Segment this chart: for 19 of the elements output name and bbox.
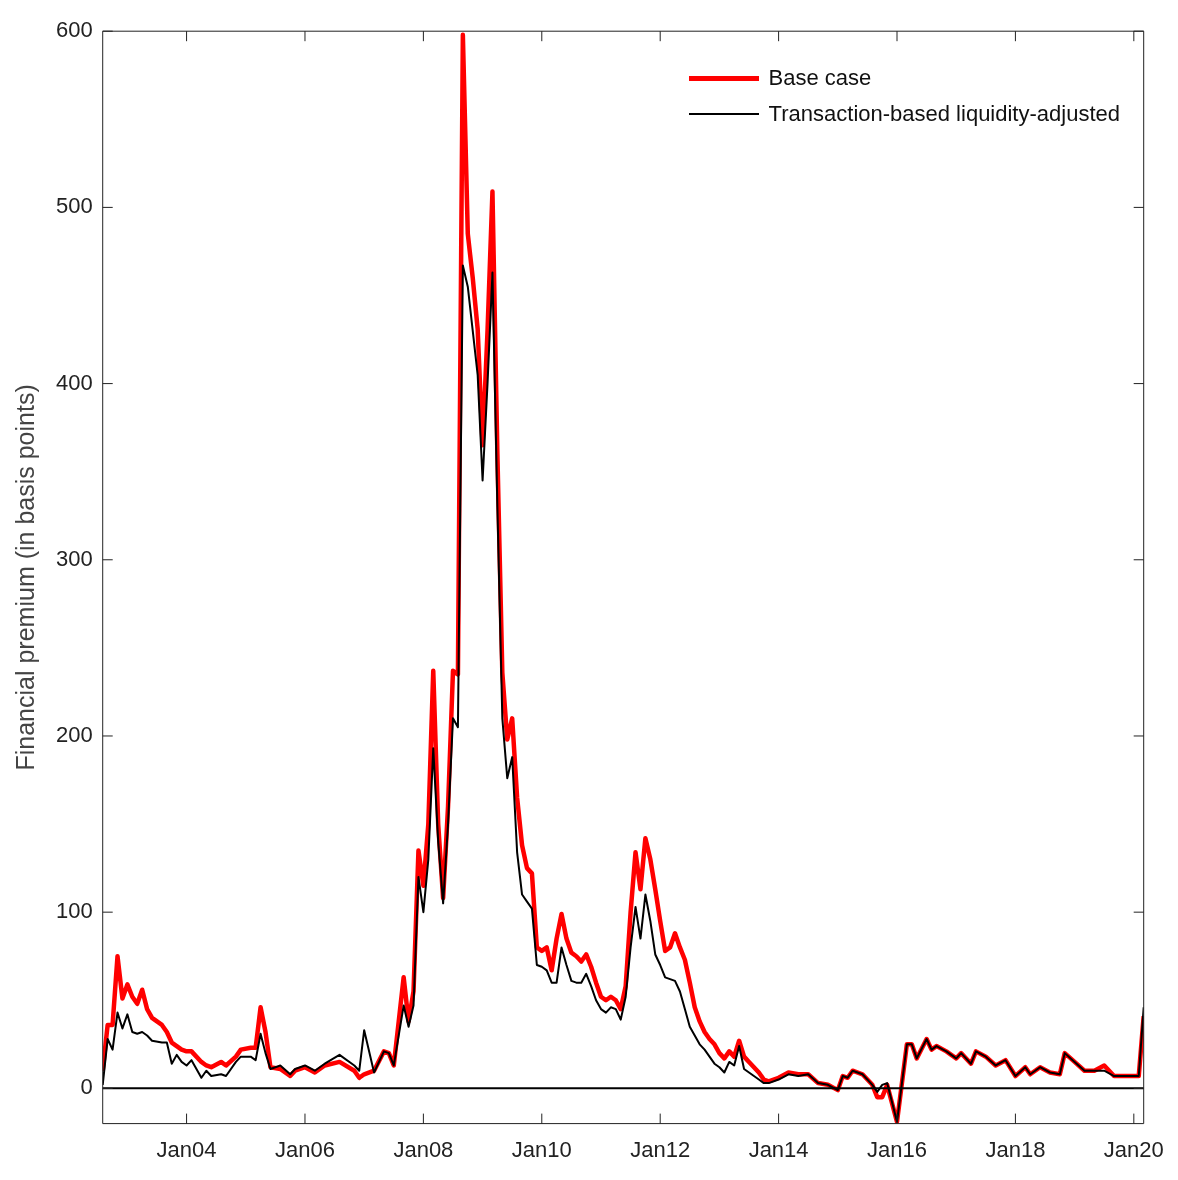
x-tick-label: Jan08 xyxy=(393,1136,454,1162)
y-tick-label: 100 xyxy=(55,898,93,924)
legend-label: Transaction-based liquidity-adjusted xyxy=(768,101,1120,127)
x-tick-label: Jan04 xyxy=(156,1136,217,1162)
x-tick-label: Jan12 xyxy=(630,1136,691,1162)
y-tick-label: 600 xyxy=(55,17,93,43)
x-tick-label: Jan06 xyxy=(275,1136,335,1162)
x-tick-label: Jan20 xyxy=(1103,1136,1164,1162)
x-tick-label: Jan14 xyxy=(748,1136,809,1162)
y-axis-title: Financial premium (in basis points) xyxy=(10,384,39,771)
x-tick-label: Jan16 xyxy=(867,1136,927,1162)
legend-label: Base case xyxy=(768,65,872,91)
y-tick-label: 200 xyxy=(55,722,93,748)
y-tick-label: 500 xyxy=(55,193,93,219)
x-tick-label: Jan18 xyxy=(985,1136,1046,1162)
x-tick-label: Jan10 xyxy=(511,1136,572,1162)
y-tick-label: 300 xyxy=(55,545,93,571)
y-tick-label: 0 xyxy=(80,1074,93,1100)
y-tick-label: 400 xyxy=(55,369,93,395)
